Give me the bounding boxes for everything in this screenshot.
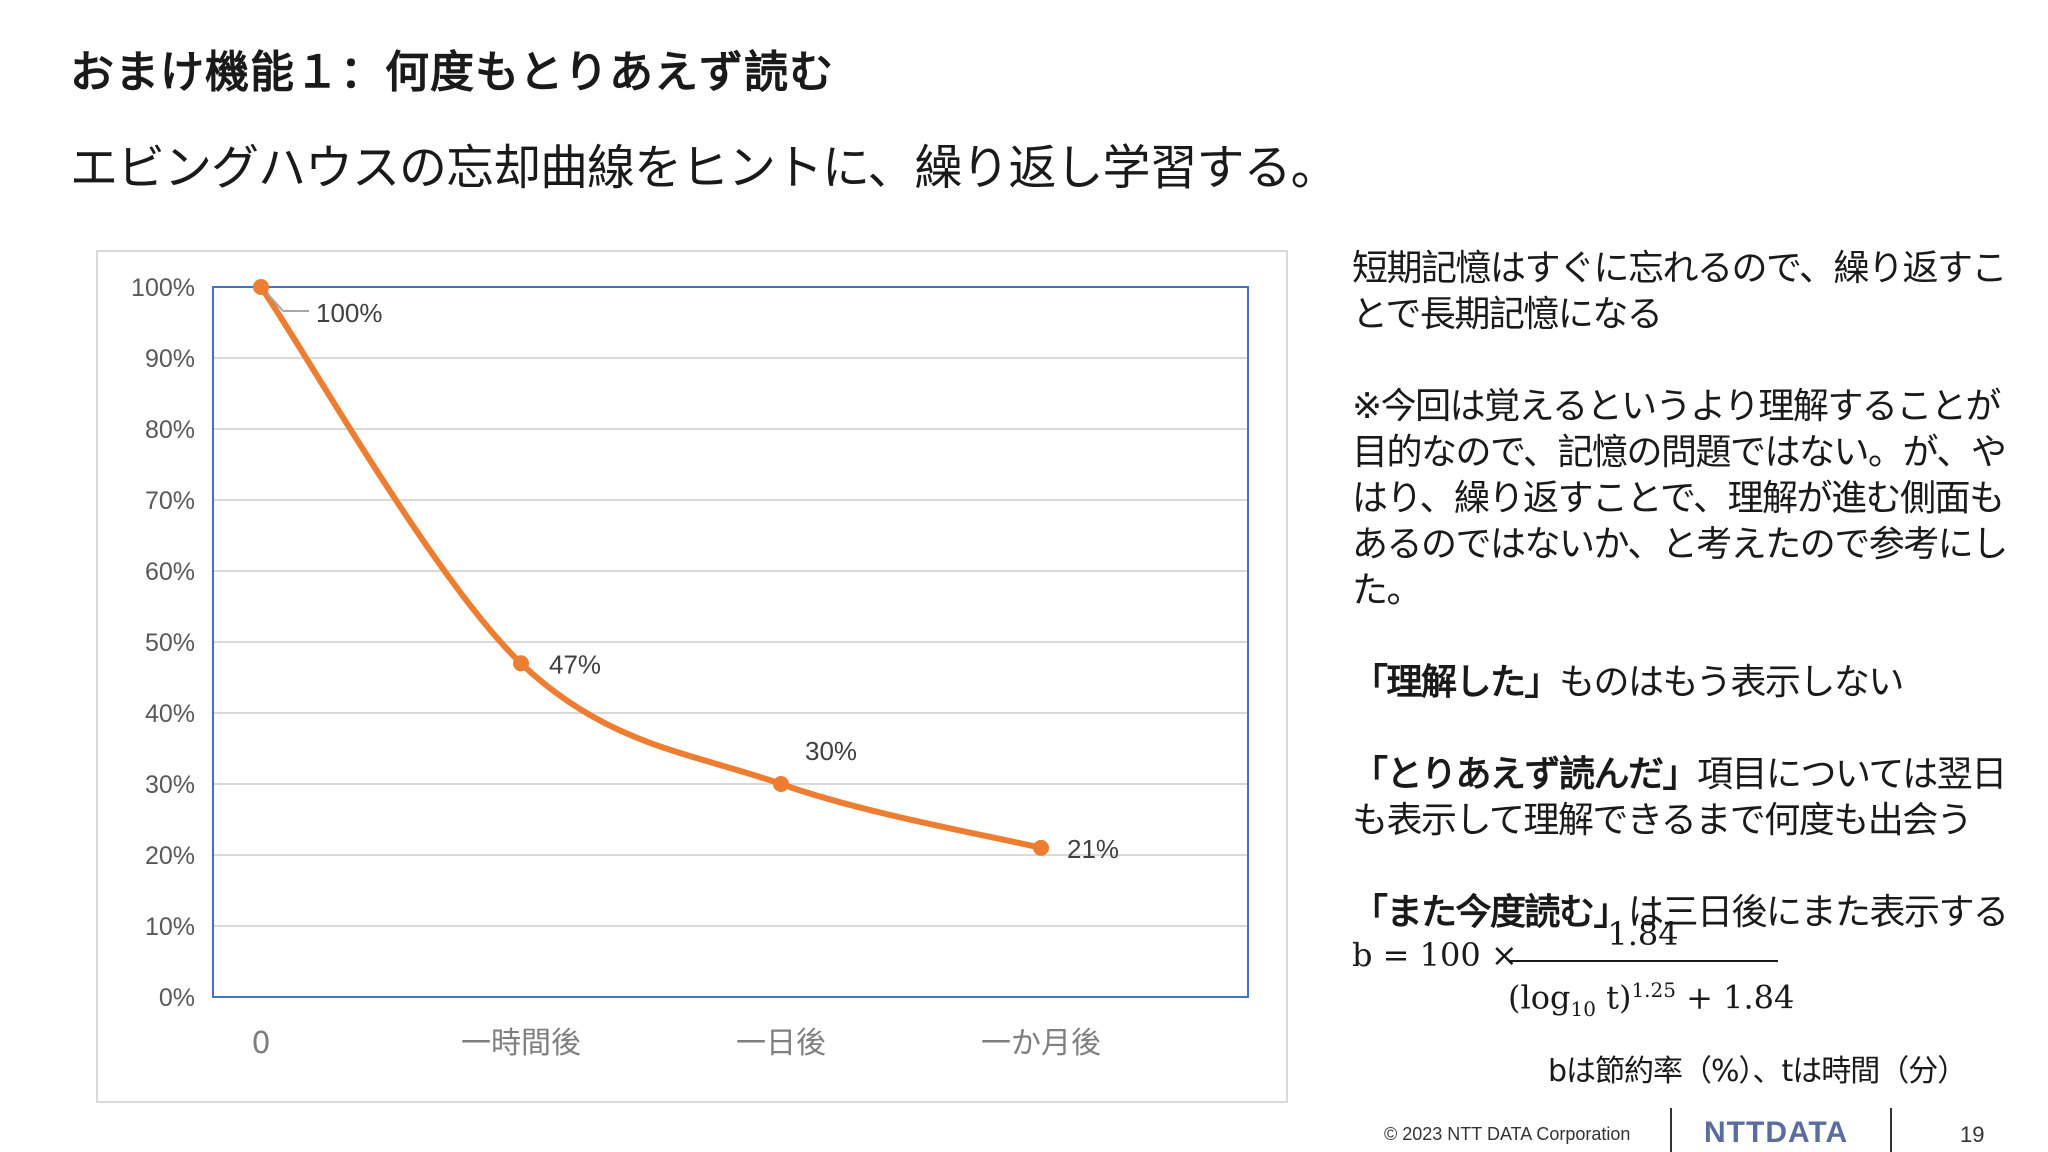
- note-read-later-rule: 「また今度読む」は三日後にまた表示する: [1352, 890, 2032, 936]
- data-label: 30%: [805, 736, 857, 766]
- note-understood-text: ものはもう表示しない: [1559, 662, 1904, 703]
- note-read-for-now-label: 「とりあえず読んだ」: [1352, 754, 1699, 795]
- formula-lhs: b = 100 ×: [1352, 936, 1518, 974]
- formula-den-open: (log: [1508, 978, 1571, 1017]
- savings-formula: b = 100 × 1.84 (log10 t)1.25 + 1.84: [1352, 912, 1794, 1022]
- note-understood-rule: 「理解した」ものはもう表示しない: [1352, 660, 2032, 706]
- data-point: [1033, 839, 1049, 856]
- formula-numerator: 1.84: [1607, 915, 1679, 953]
- y-tick-label: 20%: [145, 842, 195, 870]
- y-tick-label: 50%: [145, 629, 195, 657]
- footer-divider-right: [1890, 1108, 1892, 1152]
- data-point: [773, 776, 789, 792]
- note-read-later-label: 「また今度読む」: [1352, 892, 1630, 933]
- data-point: [513, 655, 529, 672]
- ntt-data-logo: NTTDATA: [1704, 1116, 1849, 1149]
- x-tick-label: 一か月後: [981, 1026, 1101, 1061]
- series-line: [258, 284, 1044, 851]
- note-read-for-now-rule: 「とりあえず読んだ」項目については翌日も表示して理解できるまで何度も出会う: [1352, 752, 2032, 844]
- data-point: [253, 279, 269, 295]
- data-label: 21%: [1067, 834, 1119, 864]
- plot-area-border: [212, 286, 1249, 998]
- formula-fraction: 1.84 (log10 t)1.25 + 1.84: [1508, 912, 1794, 1021]
- page-number: 19: [1960, 1122, 1985, 1147]
- note-read-later-text: は三日後にまた表示する: [1628, 892, 2009, 933]
- slide-title: おまけ機能１：何度もとりあえず読む: [70, 47, 835, 98]
- note-understanding-purpose: ※今回は覚えるというより理解することが目的なので、記憶の問題ではない。が、やはり…: [1352, 386, 2008, 611]
- formula-den-var: t): [1595, 978, 1632, 1017]
- y-tick-label: 60%: [145, 558, 195, 586]
- footer-copyright: © 2023 NTT DATA Corporation: [1384, 1124, 1631, 1144]
- x-tick-label: 0: [251, 1026, 270, 1061]
- y-tick-label: 30%: [145, 771, 195, 799]
- x-tick-label: 一時間後: [461, 1026, 581, 1061]
- y-tick-label: 70%: [145, 487, 195, 515]
- footer-divider-left: [1670, 1108, 1672, 1152]
- chart-svg: 0% 10% 20% 30% 40% 50% 60% 70% 80% 90% 100% 0 一時間後 一日…: [131, 274, 1249, 1061]
- x-tick-label: 一日後: [736, 1026, 826, 1061]
- notes-panel: 短期記憶はすぐに忘れるので、繰り返すことで長期記憶になる ※今回は覚えるというよ…: [1352, 246, 2032, 982]
- note-short-term-memory: 短期記憶はすぐに忘れるので、繰り返すことで長期記憶になる: [1352, 248, 2008, 335]
- data-label: 47%: [549, 649, 601, 679]
- y-tick-label: 40%: [145, 700, 195, 728]
- data-label-leader: [266, 292, 284, 312]
- formula-den-sup: 1.25: [1631, 978, 1676, 1002]
- formula-variable-note: bは節約率（%）、tは時間（分）: [1548, 1054, 1967, 1089]
- formula-den-rest: + 1.84: [1675, 978, 1795, 1017]
- forgetting-curve-chart: 0% 10% 20% 30% 40% 50% 60% 70% 80% 90% 100% 0 一時間後 一日…: [96, 250, 1288, 1103]
- note-read-for-now-text: 項目については翌日も表示して理解できるまで何度も出会う: [1352, 754, 2007, 841]
- slide-subtitle: エビングハウスの忘却曲線をヒントに、繰り返し学習する。: [70, 140, 1339, 196]
- y-tick-label: 10%: [145, 913, 195, 941]
- note-understood-label: 「理解した」: [1352, 662, 1561, 703]
- formula-denominator: (log10 t)1.25 + 1.84: [1508, 968, 1794, 1021]
- formula-fraction-bar: [1508, 960, 1778, 962]
- data-label: 100%: [316, 298, 383, 328]
- formula-den-sub: 10: [1570, 997, 1596, 1022]
- y-tick-label: 0%: [159, 984, 195, 1012]
- y-tick-label: 100%: [131, 274, 195, 302]
- y-tick-label: 90%: [145, 345, 195, 373]
- y-tick-label: 80%: [145, 416, 195, 444]
